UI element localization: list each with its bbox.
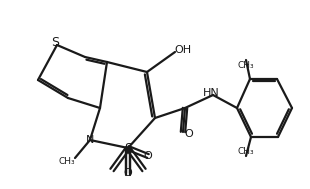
Text: CH₃: CH₃ [238, 60, 254, 70]
Text: CH₃: CH₃ [59, 157, 75, 167]
Text: O: O [144, 151, 153, 161]
Text: OH: OH [175, 45, 192, 55]
Text: O: O [124, 168, 132, 178]
Text: O: O [185, 129, 193, 139]
Text: N: N [86, 135, 94, 145]
Text: HN: HN [203, 88, 219, 98]
Text: S: S [124, 142, 132, 154]
Text: S: S [51, 36, 59, 50]
Text: CH₃: CH₃ [238, 146, 254, 156]
